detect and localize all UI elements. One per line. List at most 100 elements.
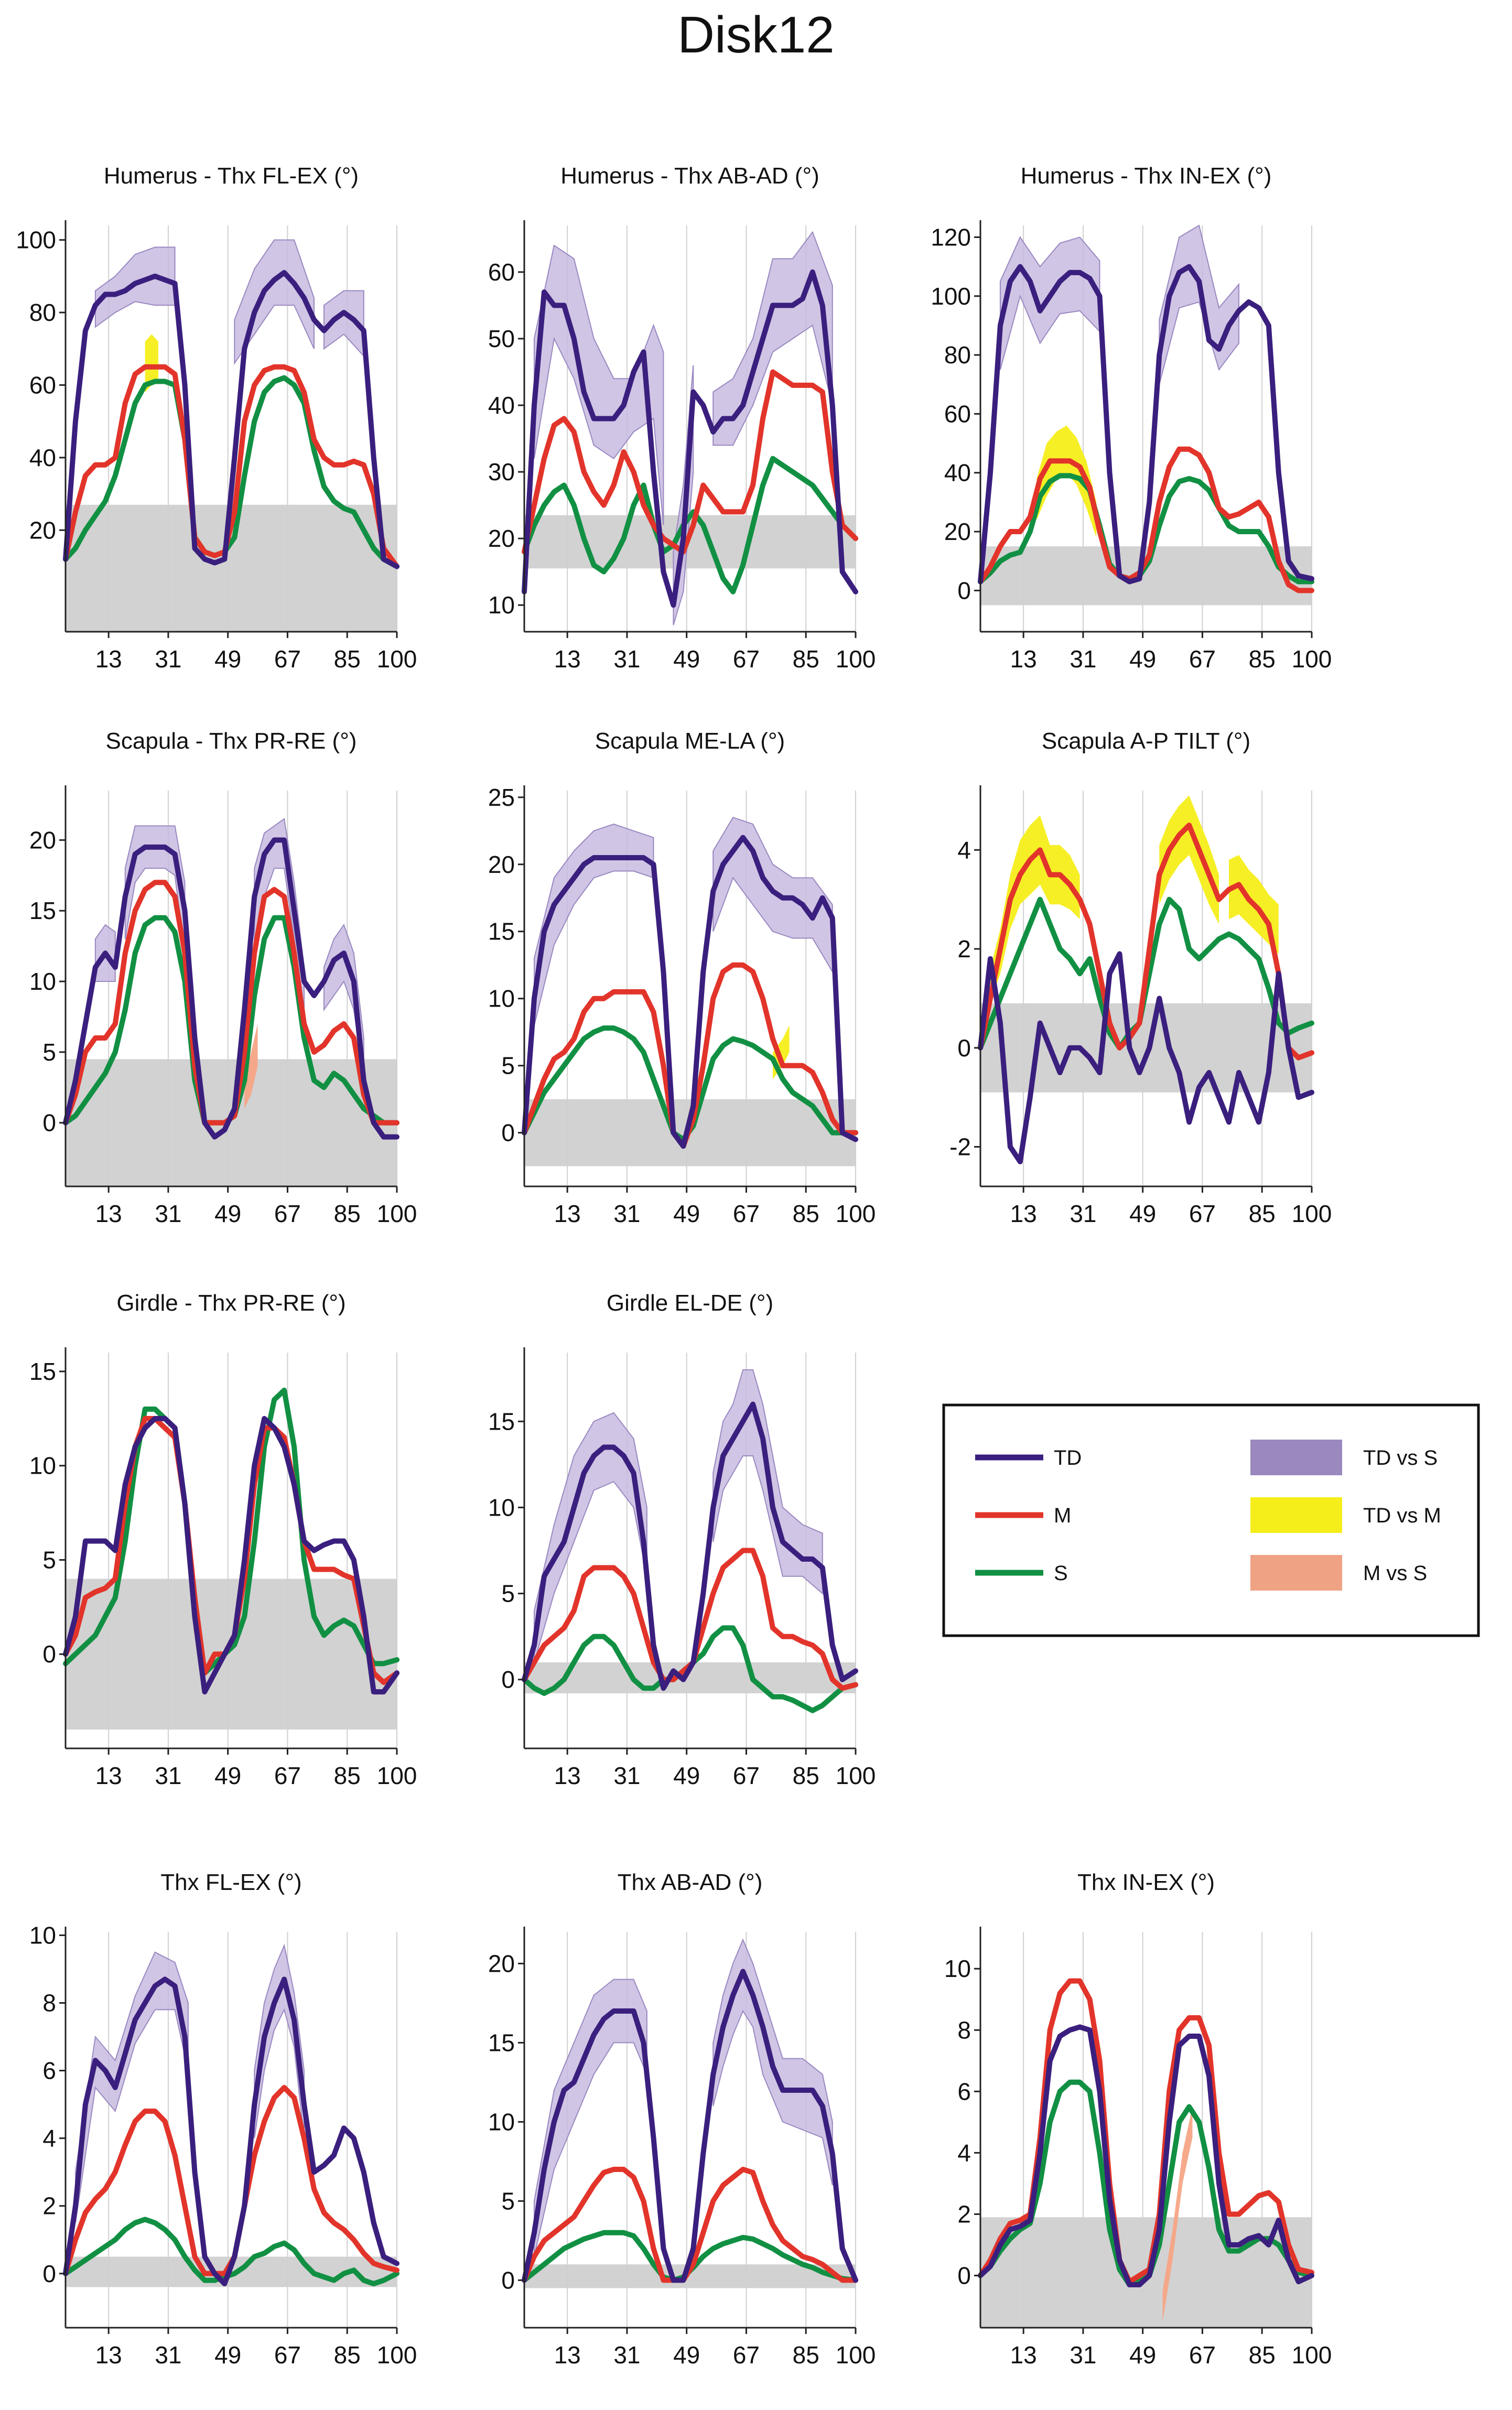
y-tick-label: 100 — [16, 226, 56, 254]
x-tick-label: 49 — [1129, 1200, 1156, 1227]
series-line-td — [522, 1401, 858, 1691]
x-tick-label: 13 — [95, 645, 122, 673]
y-tick-label: 0 — [501, 1666, 515, 1693]
y-tick-label: 0 — [501, 2266, 515, 2294]
y-tick-label: 20 — [29, 516, 56, 544]
x-tick-label: 49 — [673, 1762, 700, 1789]
x-tick-label: 13 — [554, 645, 581, 673]
y-tick-label: 10 — [488, 1494, 515, 1521]
x-tick-label: 13 — [554, 1762, 581, 1789]
y-tick-label: 0 — [957, 577, 971, 604]
y-tick-label: 0 — [957, 2262, 971, 2289]
shade-tdvss — [999, 236, 1100, 370]
series-line-td — [978, 264, 1314, 585]
x-tick-label: 31 — [613, 1200, 640, 1227]
y-tick-label: 25 — [488, 784, 515, 811]
legend-patch — [1250, 1497, 1342, 1533]
shade-tdvss — [74, 1951, 189, 2223]
series-line-td — [978, 951, 1314, 1164]
subplot-4: 0 5 10 15 20 13 31 49 67 85 100 Scapula - Thx PR-RE… — [29, 728, 417, 1227]
x-tick-label: 85 — [334, 2341, 361, 2369]
shade-tdvss — [533, 823, 654, 1026]
shade-tdvss — [1159, 224, 1239, 385]
x-tick-label: 100 — [836, 1762, 876, 1789]
y-tick-label: 4 — [957, 2139, 971, 2166]
x-tick-label: 100 — [377, 2341, 417, 2369]
x-tick-label: 49 — [214, 2341, 241, 2369]
x-tick-label: 85 — [793, 1200, 819, 1227]
subplot-9: 0 2 4 6 8 10 13 31 49 67 85 100 Thx FL-EX (°) — [29, 1869, 417, 2369]
x-tick-label: 85 — [1249, 2341, 1276, 2369]
x-tick-label: 85 — [1249, 645, 1276, 673]
y-tick-label: 0 — [957, 1034, 971, 1062]
x-tick-label: 100 — [1292, 1200, 1332, 1227]
y-tick-label: 0 — [42, 1640, 56, 1668]
y-tick-label: 0 — [42, 1109, 56, 1137]
series-line-m — [522, 369, 858, 555]
y-tick-label: 2 — [42, 2192, 56, 2220]
series-line-td — [522, 269, 858, 608]
y-tick-label: 20 — [488, 1950, 515, 1977]
subplot-title: Scapula - Thx PR-RE (°) — [106, 728, 357, 754]
shade-tdvss — [94, 246, 176, 328]
x-tick-label: 31 — [155, 1762, 181, 1789]
x-tick-label: 31 — [1070, 645, 1096, 673]
x-tick-label: 49 — [214, 1200, 241, 1227]
x-tick-label: 13 — [95, 2341, 122, 2369]
y-tick-label: 40 — [944, 459, 971, 487]
y-tick-label: 8 — [957, 2016, 971, 2044]
y-tick-label: 15 — [488, 2029, 515, 2056]
subplot-title: Thx FL-EX (°) — [160, 1869, 301, 1895]
x-tick-label: 67 — [733, 1762, 760, 1789]
series-line-td — [63, 837, 399, 1140]
x-tick-label: 49 — [1129, 645, 1156, 673]
y-tick-label: 10 — [488, 985, 515, 1012]
y-tick-label: 60 — [944, 400, 971, 427]
x-tick-label: 67 — [1189, 2341, 1216, 2369]
y-tick-label: 4 — [957, 836, 971, 863]
y-tick-label: 20 — [29, 826, 56, 853]
x-tick-label: 49 — [673, 2341, 700, 2369]
subplot-11: 0 2 4 6 8 10 13 31 49 67 85 100 Thx IN-EX (°) — [944, 1869, 1332, 2369]
x-tick-label: 13 — [554, 1200, 581, 1227]
series-line-m — [978, 823, 1314, 1061]
y-tick-label: 5 — [501, 1580, 515, 1607]
y-tick-label: 80 — [29, 299, 56, 326]
subplot-title: Humerus - Thx IN-EX (°) — [1021, 163, 1272, 189]
series-line-s — [522, 456, 858, 595]
shade-mvss — [1162, 2106, 1193, 2322]
shade-tdvsm — [145, 334, 158, 393]
x-tick-label: 13 — [95, 1762, 122, 1789]
y-tick-label: 0 — [501, 1119, 515, 1147]
x-tick-label: 67 — [733, 1200, 760, 1227]
y-tick-label: 40 — [29, 444, 56, 471]
shade-tdvsm — [990, 815, 1080, 1003]
reference-band — [66, 1579, 397, 1730]
x-tick-label: 100 — [1292, 2341, 1332, 2369]
legend-label: TD vs M — [1363, 1504, 1441, 1527]
y-tick-label: 15 — [29, 897, 56, 924]
x-tick-label: 31 — [155, 1200, 181, 1227]
y-tick-label: 80 — [944, 341, 971, 369]
x-tick-label: 31 — [613, 645, 640, 673]
y-tick-label: 8 — [42, 1990, 56, 2017]
x-tick-label: 31 — [155, 645, 181, 673]
x-tick-label: 31 — [1070, 2341, 1096, 2369]
shade-tdvss — [533, 1412, 647, 1663]
x-tick-label: 85 — [793, 645, 819, 673]
x-tick-label: 85 — [793, 2341, 819, 2369]
subplot-6: -2 0 2 4 13 31 49 67 85 100 Scapula A-P TILT (°) — [949, 728, 1332, 1227]
x-tick-label: 49 — [214, 1762, 241, 1789]
x-tick-label: 67 — [274, 1200, 301, 1227]
subplot-10: 0 5 10 15 20 13 31 49 67 85 100 Thx AB-AD (°) — [488, 1869, 876, 2369]
y-tick-label: 20 — [944, 518, 971, 545]
y-tick-label: 10 — [29, 968, 56, 995]
y-tick-label: 5 — [501, 1052, 515, 1079]
x-tick-label: 100 — [377, 645, 417, 673]
x-tick-label: 85 — [334, 1200, 361, 1227]
shade-tdvsm — [1159, 795, 1219, 924]
x-tick-label: 85 — [1249, 1200, 1276, 1227]
x-tick-label: 49 — [673, 1200, 700, 1227]
y-tick-label: 60 — [29, 371, 56, 398]
legend-label: TD — [1054, 1446, 1082, 1469]
